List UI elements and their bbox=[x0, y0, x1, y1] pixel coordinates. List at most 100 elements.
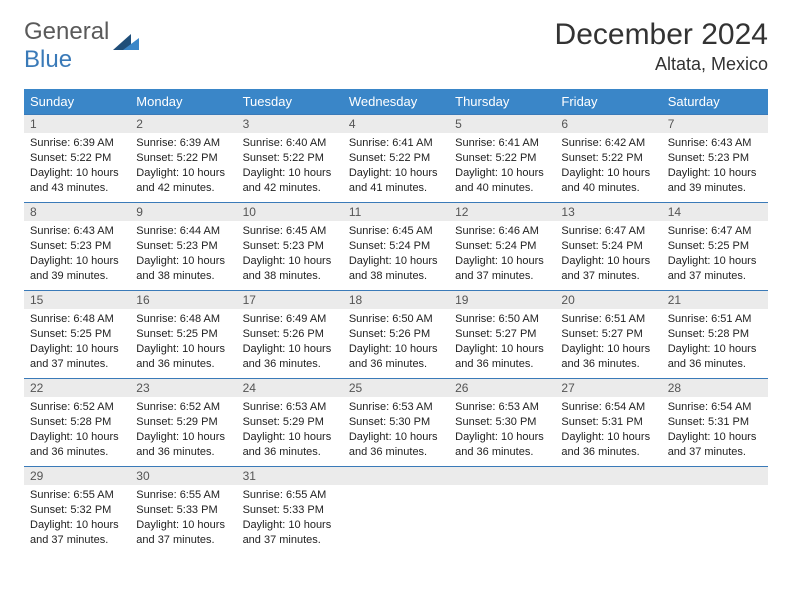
daylight-line: Daylight: 10 hours and 36 minutes. bbox=[455, 342, 549, 372]
calendar-cell: 26Sunrise: 6:53 AMSunset: 5:30 PMDayligh… bbox=[449, 378, 555, 466]
day-details: Sunrise: 6:43 AMSunset: 5:23 PMDaylight:… bbox=[662, 133, 768, 199]
calendar-cell: 4Sunrise: 6:41 AMSunset: 5:22 PMDaylight… bbox=[343, 114, 449, 202]
sunset-line: Sunset: 5:33 PM bbox=[136, 503, 230, 518]
sunset-line: Sunset: 5:27 PM bbox=[561, 327, 655, 342]
day-number: 11 bbox=[343, 202, 449, 221]
sunset-line: Sunset: 5:24 PM bbox=[455, 239, 549, 254]
calendar-cell: 7Sunrise: 6:43 AMSunset: 5:23 PMDaylight… bbox=[662, 114, 768, 202]
day-number: 19 bbox=[449, 290, 555, 309]
calendar-cell: 20Sunrise: 6:51 AMSunset: 5:27 PMDayligh… bbox=[555, 290, 661, 378]
day-header: Tuesday bbox=[237, 89, 343, 114]
sunrise-line: Sunrise: 6:48 AM bbox=[136, 312, 230, 327]
day-number: 22 bbox=[24, 378, 130, 397]
sunset-line: Sunset: 5:23 PM bbox=[668, 151, 762, 166]
sunset-line: Sunset: 5:25 PM bbox=[668, 239, 762, 254]
calendar-cell: 29Sunrise: 6:55 AMSunset: 5:32 PMDayligh… bbox=[24, 466, 130, 554]
calendar-cell: 8Sunrise: 6:43 AMSunset: 5:23 PMDaylight… bbox=[24, 202, 130, 290]
daylight-line: Daylight: 10 hours and 42 minutes. bbox=[243, 166, 337, 196]
daylight-line: Daylight: 10 hours and 36 minutes. bbox=[668, 342, 762, 372]
calendar-cell: 3Sunrise: 6:40 AMSunset: 5:22 PMDaylight… bbox=[237, 114, 343, 202]
day-number: 20 bbox=[555, 290, 661, 309]
sunset-line: Sunset: 5:23 PM bbox=[136, 239, 230, 254]
day-details: Sunrise: 6:40 AMSunset: 5:22 PMDaylight:… bbox=[237, 133, 343, 199]
day-header: Wednesday bbox=[343, 89, 449, 114]
daylight-line: Daylight: 10 hours and 39 minutes. bbox=[30, 254, 124, 284]
daylight-line: Daylight: 10 hours and 42 minutes. bbox=[136, 166, 230, 196]
calendar-cell: 27Sunrise: 6:54 AMSunset: 5:31 PMDayligh… bbox=[555, 378, 661, 466]
day-number: 2 bbox=[130, 114, 236, 133]
calendar-cell: 10Sunrise: 6:45 AMSunset: 5:23 PMDayligh… bbox=[237, 202, 343, 290]
calendar-body: 1Sunrise: 6:39 AMSunset: 5:22 PMDaylight… bbox=[24, 114, 768, 554]
sunset-line: Sunset: 5:26 PM bbox=[243, 327, 337, 342]
sunset-line: Sunset: 5:24 PM bbox=[349, 239, 443, 254]
sunset-line: Sunset: 5:30 PM bbox=[349, 415, 443, 430]
day-number: 7 bbox=[662, 114, 768, 133]
calendar-row: 8Sunrise: 6:43 AMSunset: 5:23 PMDaylight… bbox=[24, 202, 768, 290]
calendar-cell: 19Sunrise: 6:50 AMSunset: 5:27 PMDayligh… bbox=[449, 290, 555, 378]
sunrise-line: Sunrise: 6:43 AM bbox=[668, 136, 762, 151]
day-number: 13 bbox=[555, 202, 661, 221]
sunrise-line: Sunrise: 6:44 AM bbox=[136, 224, 230, 239]
sunset-line: Sunset: 5:29 PM bbox=[136, 415, 230, 430]
day-number: 12 bbox=[449, 202, 555, 221]
title-block: December 2024 Altata, Mexico bbox=[555, 18, 768, 75]
logo: General Blue bbox=[24, 18, 141, 74]
daylight-line: Daylight: 10 hours and 37 minutes. bbox=[30, 518, 124, 548]
sunrise-line: Sunrise: 6:51 AM bbox=[668, 312, 762, 327]
sunset-line: Sunset: 5:25 PM bbox=[30, 327, 124, 342]
calendar-cell: 13Sunrise: 6:47 AMSunset: 5:24 PMDayligh… bbox=[555, 202, 661, 290]
calendar-cell: 28Sunrise: 6:54 AMSunset: 5:31 PMDayligh… bbox=[662, 378, 768, 466]
day-number: 16 bbox=[130, 290, 236, 309]
sunset-line: Sunset: 5:22 PM bbox=[455, 151, 549, 166]
daylight-line: Daylight: 10 hours and 36 minutes. bbox=[349, 342, 443, 372]
sunset-line: Sunset: 5:22 PM bbox=[136, 151, 230, 166]
sunrise-line: Sunrise: 6:42 AM bbox=[561, 136, 655, 151]
day-number: 9 bbox=[130, 202, 236, 221]
sunrise-line: Sunrise: 6:39 AM bbox=[30, 136, 124, 151]
day-number: 23 bbox=[130, 378, 236, 397]
sunrise-line: Sunrise: 6:53 AM bbox=[349, 400, 443, 415]
day-number-band: . bbox=[555, 466, 661, 485]
location-label: Altata, Mexico bbox=[555, 54, 768, 75]
sunrise-line: Sunrise: 6:50 AM bbox=[349, 312, 443, 327]
day-details: Sunrise: 6:54 AMSunset: 5:31 PMDaylight:… bbox=[662, 397, 768, 463]
header: General Blue December 2024 Altata, Mexic… bbox=[24, 18, 768, 75]
day-header: Saturday bbox=[662, 89, 768, 114]
sunrise-line: Sunrise: 6:41 AM bbox=[455, 136, 549, 151]
day-number: 18 bbox=[343, 290, 449, 309]
daylight-line: Daylight: 10 hours and 36 minutes. bbox=[243, 430, 337, 460]
day-details: Sunrise: 6:52 AMSunset: 5:28 PMDaylight:… bbox=[24, 397, 130, 463]
sunset-line: Sunset: 5:22 PM bbox=[349, 151, 443, 166]
calendar-cell: 2Sunrise: 6:39 AMSunset: 5:22 PMDaylight… bbox=[130, 114, 236, 202]
calendar-row: 15Sunrise: 6:48 AMSunset: 5:25 PMDayligh… bbox=[24, 290, 768, 378]
sunrise-line: Sunrise: 6:54 AM bbox=[561, 400, 655, 415]
logo-text-gray: General bbox=[24, 18, 109, 45]
sunset-line: Sunset: 5:22 PM bbox=[561, 151, 655, 166]
calendar-cell: 17Sunrise: 6:49 AMSunset: 5:26 PMDayligh… bbox=[237, 290, 343, 378]
calendar-cell: 16Sunrise: 6:48 AMSunset: 5:25 PMDayligh… bbox=[130, 290, 236, 378]
calendar-cell: 21Sunrise: 6:51 AMSunset: 5:28 PMDayligh… bbox=[662, 290, 768, 378]
sunset-line: Sunset: 5:31 PM bbox=[668, 415, 762, 430]
daylight-line: Daylight: 10 hours and 39 minutes. bbox=[668, 166, 762, 196]
day-number: 17 bbox=[237, 290, 343, 309]
calendar-cell: 30Sunrise: 6:55 AMSunset: 5:33 PMDayligh… bbox=[130, 466, 236, 554]
calendar-head-row: SundayMondayTuesdayWednesdayThursdayFrid… bbox=[24, 89, 768, 114]
day-details: Sunrise: 6:41 AMSunset: 5:22 PMDaylight:… bbox=[449, 133, 555, 199]
day-details: Sunrise: 6:53 AMSunset: 5:30 PMDaylight:… bbox=[343, 397, 449, 463]
day-number: 6 bbox=[555, 114, 661, 133]
daylight-line: Daylight: 10 hours and 37 minutes. bbox=[561, 254, 655, 284]
daylight-line: Daylight: 10 hours and 37 minutes. bbox=[455, 254, 549, 284]
day-header: Monday bbox=[130, 89, 236, 114]
day-details: Sunrise: 6:39 AMSunset: 5:22 PMDaylight:… bbox=[130, 133, 236, 199]
sunset-line: Sunset: 5:28 PM bbox=[668, 327, 762, 342]
sunrise-line: Sunrise: 6:55 AM bbox=[30, 488, 124, 503]
day-details: Sunrise: 6:51 AMSunset: 5:28 PMDaylight:… bbox=[662, 309, 768, 375]
calendar-row: 1Sunrise: 6:39 AMSunset: 5:22 PMDaylight… bbox=[24, 114, 768, 202]
sunrise-line: Sunrise: 6:49 AM bbox=[243, 312, 337, 327]
sunrise-line: Sunrise: 6:52 AM bbox=[136, 400, 230, 415]
calendar-cell: 1Sunrise: 6:39 AMSunset: 5:22 PMDaylight… bbox=[24, 114, 130, 202]
sunset-line: Sunset: 5:30 PM bbox=[455, 415, 549, 430]
sunset-line: Sunset: 5:29 PM bbox=[243, 415, 337, 430]
daylight-line: Daylight: 10 hours and 37 minutes. bbox=[243, 518, 337, 548]
day-details: Sunrise: 6:55 AMSunset: 5:33 PMDaylight:… bbox=[130, 485, 236, 551]
